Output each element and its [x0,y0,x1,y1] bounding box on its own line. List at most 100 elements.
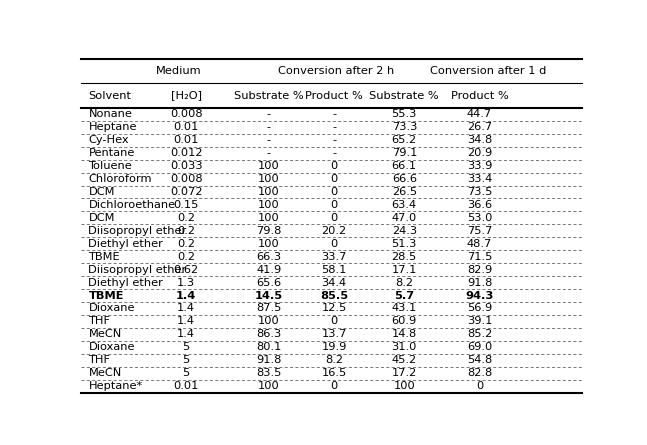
Text: Cy-Hex: Cy-Hex [89,135,129,145]
Text: -: - [332,148,336,158]
Text: 0: 0 [331,174,338,184]
Text: Nonane: Nonane [89,109,132,119]
Text: 0.01: 0.01 [173,122,199,132]
Text: 16.5: 16.5 [322,368,347,378]
Text: 5: 5 [182,368,190,378]
Text: Heptane: Heptane [89,122,137,132]
Text: 87.5: 87.5 [256,303,281,313]
Text: 66.1: 66.1 [391,161,417,171]
Text: 8.2: 8.2 [325,355,343,365]
Text: 79.8: 79.8 [256,226,281,236]
Text: 0.62: 0.62 [173,265,199,275]
Text: 0.2: 0.2 [177,239,195,249]
Text: 39.1: 39.1 [467,316,492,327]
Text: Product %: Product % [450,90,509,101]
Text: 100: 100 [258,239,280,249]
Text: 75.7: 75.7 [467,226,492,236]
Text: 100: 100 [258,187,280,197]
Text: 63.4: 63.4 [391,200,417,210]
Text: 17.1: 17.1 [391,265,417,275]
Text: 28.5: 28.5 [391,252,417,262]
Text: 73.5: 73.5 [467,187,492,197]
Text: THF: THF [89,316,111,327]
Text: 60.9: 60.9 [391,316,417,327]
Text: 0: 0 [331,239,338,249]
Text: 0.008: 0.008 [170,109,203,119]
Text: 0: 0 [331,187,338,197]
Text: THF: THF [89,355,111,365]
Text: Diisopropyl ether: Diisopropyl ether [89,226,186,236]
Text: 12.5: 12.5 [322,303,347,313]
Text: Dioxane: Dioxane [89,342,135,352]
Text: -: - [267,109,271,119]
Text: 8.2: 8.2 [395,278,413,287]
Text: 0.01: 0.01 [173,135,199,145]
Text: Pentane: Pentane [89,148,135,158]
Text: 91.8: 91.8 [256,355,281,365]
Text: 1.4: 1.4 [177,316,195,327]
Text: 19.9: 19.9 [322,342,347,352]
Text: 54.8: 54.8 [467,355,492,365]
Text: 100: 100 [258,213,280,223]
Text: 26.5: 26.5 [391,187,417,197]
Text: 71.5: 71.5 [467,252,492,262]
Text: Product %: Product % [305,90,363,101]
Text: -: - [267,135,271,145]
Text: Dichloroethane: Dichloroethane [89,200,175,210]
Text: 34.4: 34.4 [322,278,347,287]
Text: TBME: TBME [89,291,124,300]
Text: 14.8: 14.8 [391,329,417,340]
Text: 34.8: 34.8 [467,135,492,145]
Text: 43.1: 43.1 [391,303,417,313]
Text: DCM: DCM [89,213,115,223]
Text: Substrate %: Substrate % [369,90,439,101]
Text: 33.7: 33.7 [322,252,347,262]
Text: 48.7: 48.7 [467,239,492,249]
Text: 1.4: 1.4 [177,329,195,340]
Text: Diisopropyl ether: Diisopropyl ether [89,265,186,275]
Text: Diethyl ether: Diethyl ether [89,239,163,249]
Text: Toluene: Toluene [89,161,132,171]
Text: 33.9: 33.9 [467,161,492,171]
Text: -: - [332,135,336,145]
Text: 24.3: 24.3 [391,226,417,236]
Text: 5: 5 [182,355,190,365]
Text: 66.3: 66.3 [256,252,281,262]
Text: 0.15: 0.15 [173,200,199,210]
Text: 82.8: 82.8 [467,368,492,378]
Text: TBME: TBME [89,252,120,262]
Text: 36.6: 36.6 [467,200,492,210]
Text: 0.2: 0.2 [177,252,195,262]
Text: 1.4: 1.4 [176,291,196,300]
Text: 69.0: 69.0 [467,342,492,352]
Text: 85.5: 85.5 [320,291,348,300]
Text: 79.1: 79.1 [391,148,417,158]
Text: 17.2: 17.2 [391,368,417,378]
Text: MeCN: MeCN [89,329,122,340]
Text: Medium: Medium [156,66,201,76]
Text: -: - [332,122,336,132]
Text: 66.6: 66.6 [392,174,417,184]
Text: 20.9: 20.9 [467,148,492,158]
Text: Heptane*: Heptane* [89,381,142,391]
Text: 51.3: 51.3 [391,239,417,249]
Text: 0: 0 [331,200,338,210]
Text: -: - [332,109,336,119]
Text: 65.2: 65.2 [391,135,417,145]
Text: 85.2: 85.2 [467,329,492,340]
Text: 100: 100 [258,381,280,391]
Text: Solvent: Solvent [89,90,131,101]
Text: 31.0: 31.0 [391,342,417,352]
Text: Diethyl ether: Diethyl ether [89,278,163,287]
Text: 5: 5 [182,342,190,352]
Text: 0: 0 [331,316,338,327]
Text: 86.3: 86.3 [256,329,281,340]
Text: 1.3: 1.3 [177,278,195,287]
Text: MeCN: MeCN [89,368,122,378]
Text: 26.7: 26.7 [467,122,492,132]
Text: 55.3: 55.3 [391,109,417,119]
Text: 100: 100 [258,161,280,171]
Text: 0.033: 0.033 [170,161,203,171]
Text: 33.4: 33.4 [467,174,492,184]
Text: 0.012: 0.012 [170,148,203,158]
